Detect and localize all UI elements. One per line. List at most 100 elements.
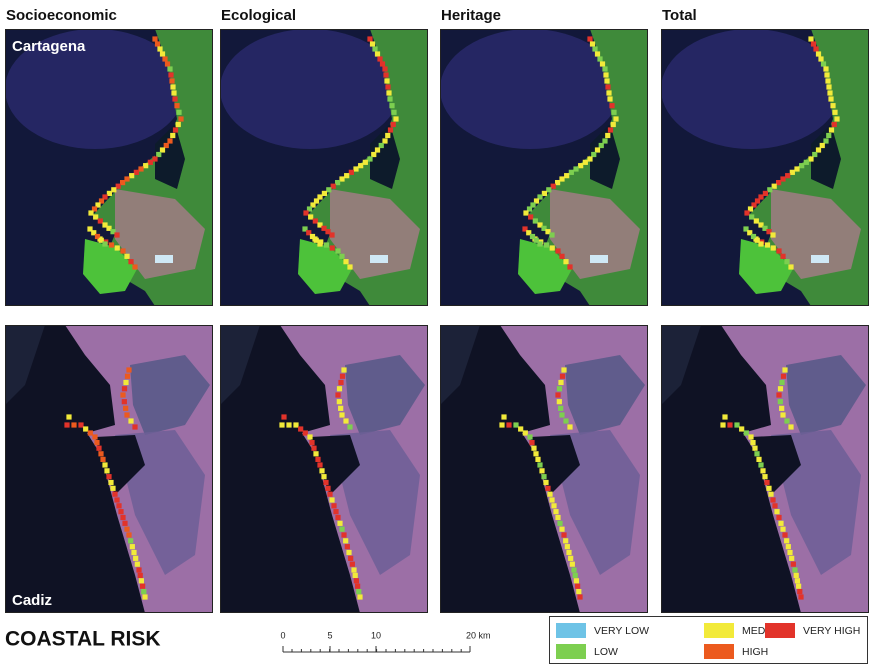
coast-cell [539,468,544,473]
coast-cell [561,532,566,537]
coast-cell [559,412,564,417]
coast-cell [358,163,363,168]
coast-cell [587,156,592,161]
coast-cell [341,367,346,372]
coast-cell [329,232,334,237]
coast-cell [830,103,835,108]
coast-cell [821,61,826,66]
coast-cell [573,166,578,171]
coast-cell [123,380,128,385]
coast-cell [795,578,800,583]
coast-cell [798,594,803,599]
coast-cell [788,264,793,269]
coast-cell [337,386,342,391]
coast-cell [122,521,127,526]
coast-cell [527,434,532,439]
coast-cell [595,51,600,56]
coast-cell [391,110,396,115]
coast-cell [126,532,131,537]
coast-cell [813,46,818,51]
coast-cell [343,538,348,543]
coast-cell [583,160,588,165]
coast-cell [559,527,564,532]
coast-cell [371,152,376,157]
coast-cell [112,492,117,497]
legend-swatch [556,644,586,659]
coast-cell [293,422,298,427]
column-title: Ecological [221,7,296,24]
coast-cell [756,457,761,462]
coast-cell [557,386,562,391]
scale-label: 5 [327,630,332,640]
coast-cell [766,486,771,491]
coast-cell [350,562,355,567]
coast-cell [309,440,314,445]
coast-cell [382,138,387,143]
coast-cell [760,468,765,473]
coast-cell [139,578,144,583]
coast-cell [319,468,324,473]
coast-cell [303,430,308,435]
coast-cell [337,399,342,404]
coast-cell [124,254,129,259]
coast-cell [128,538,133,543]
coast-cell [533,218,538,223]
coast-cell [758,462,763,467]
map-panel [5,29,213,306]
salt-flat [370,255,388,263]
coast-cell [606,90,611,95]
coast-cell [537,241,542,246]
coast-cell [138,166,143,171]
coast-cell [748,434,753,439]
scale-label: 10 [371,630,381,640]
coast-cell [607,96,612,101]
coast-cell [335,515,340,520]
column-title: Heritage [441,7,501,24]
coast-cell [823,66,828,71]
coast-cell [744,430,749,435]
legend-label: LOW [594,646,618,658]
coast-cell [393,116,398,121]
coast-cell [315,457,320,462]
coast-cell [784,538,789,543]
coast-cell [758,241,763,246]
coast-cell [561,367,566,372]
coast-cell [311,446,316,451]
coast-cell [160,147,165,152]
coast-cell [66,414,71,419]
coast-cell [343,418,348,423]
coast-cell [563,418,568,423]
row-label: Cartagena [12,38,86,55]
coast-cell [549,232,554,237]
coast-cell [129,173,134,178]
coast-cell [770,232,775,237]
coast-cell [109,242,114,247]
coast-cell [566,550,571,555]
coast-cell [380,61,385,66]
coast-cell [88,430,93,435]
coast-cell [786,544,791,549]
coast-cell [531,446,536,451]
coast-cell [98,451,103,456]
coast-cell [779,406,784,411]
coast-cell [132,264,137,269]
coast-cell [551,503,556,508]
map-panel [220,325,428,613]
coast-cell [114,497,119,502]
coast-cell [339,527,344,532]
coast-cell [605,84,610,89]
legend-swatch [765,623,795,638]
coast-cell [134,170,139,175]
coast-cell [100,457,105,462]
coast-cell [169,78,174,83]
coast-cell [363,160,368,165]
coast-cell [340,374,345,379]
coast-cell [567,264,572,269]
coast-cell [128,259,133,264]
legend-swatch [704,623,734,638]
coast-cell [78,422,83,427]
coast-cell [547,492,552,497]
coast-cell [518,426,523,431]
coast-cell [563,538,568,543]
coast-cell [782,532,787,537]
